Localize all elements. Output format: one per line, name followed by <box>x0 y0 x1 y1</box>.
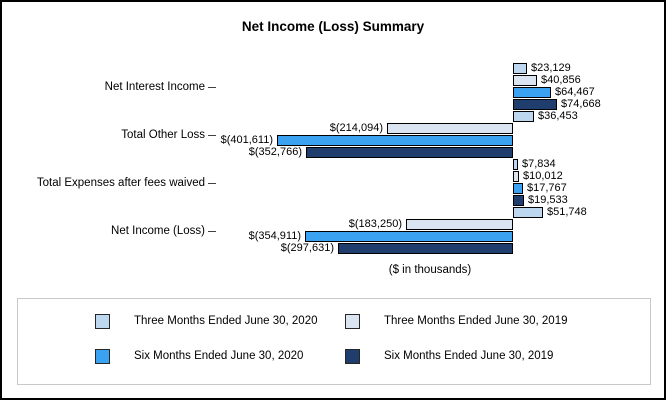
bar-value-label: $19,533 <box>528 194 568 206</box>
bar-value-label: $23,129 <box>531 62 571 74</box>
legend-label: Three Months Ended June 30, 2019 <box>384 315 568 327</box>
bar-value-label: $(401,611) <box>220 134 273 146</box>
legend-swatch <box>95 314 110 329</box>
legend-swatch <box>345 314 360 329</box>
legend-label: Six Months Ended June 30, 2020 <box>134 350 304 362</box>
bar-value-label: $(352,766) <box>248 146 302 158</box>
bar-value-label: $74,668 <box>561 98 601 110</box>
bar <box>513 87 551 98</box>
bar-value-label: $(354,911) <box>248 230 301 242</box>
bar <box>513 183 523 194</box>
bar-value-label: $10,012 <box>523 170 563 182</box>
legend-label: Six Months Ended June 30, 2019 <box>384 350 554 362</box>
bar-value-label: $64,467 <box>555 86 595 98</box>
category-tick-mark <box>208 183 216 184</box>
legend-swatch <box>345 349 360 364</box>
bar <box>277 135 513 146</box>
bar <box>513 75 537 86</box>
bar-value-label: $(183,250) <box>348 218 402 230</box>
bar-value-label: $7,834 <box>522 158 556 170</box>
bar <box>513 159 518 170</box>
bar <box>387 123 513 134</box>
category-label: Total Other Loss <box>121 129 205 141</box>
bar-value-label: $(297,631) <box>280 242 334 254</box>
legend-box <box>17 298 651 385</box>
category-label: Net Income (Loss) <box>111 225 205 237</box>
bar <box>513 63 527 74</box>
legend-label: Three Months Ended June 30, 2020 <box>134 315 318 327</box>
bar <box>513 195 524 206</box>
category-label: Total Expenses after fees waived <box>36 177 205 189</box>
category-tick-mark <box>208 87 216 88</box>
bar-value-label: $51,748 <box>547 206 587 218</box>
legend-swatch <box>95 349 110 364</box>
bar <box>513 207 543 218</box>
bar <box>513 171 519 182</box>
bar-value-label: $(214,094) <box>329 122 383 134</box>
bar <box>513 99 557 110</box>
bar-value-label: $40,856 <box>541 74 581 86</box>
bar <box>338 243 513 254</box>
plot-area: Net Interest Income $23,129 $40,856 $64,467… <box>2 2 664 292</box>
bar-value-label: $36,453 <box>538 110 578 122</box>
category-label: Net Interest Income <box>104 81 205 93</box>
bar <box>305 231 513 242</box>
bar <box>406 219 513 230</box>
category-tick-mark <box>208 135 216 136</box>
chart-title: Net Income (Loss) Summary <box>241 19 425 34</box>
bar <box>306 147 513 158</box>
bar <box>513 111 534 122</box>
category-tick-mark <box>208 231 216 232</box>
axis-unit-note: ($ in thousands) <box>388 264 472 276</box>
bar-value-label: $17,767 <box>527 182 567 194</box>
